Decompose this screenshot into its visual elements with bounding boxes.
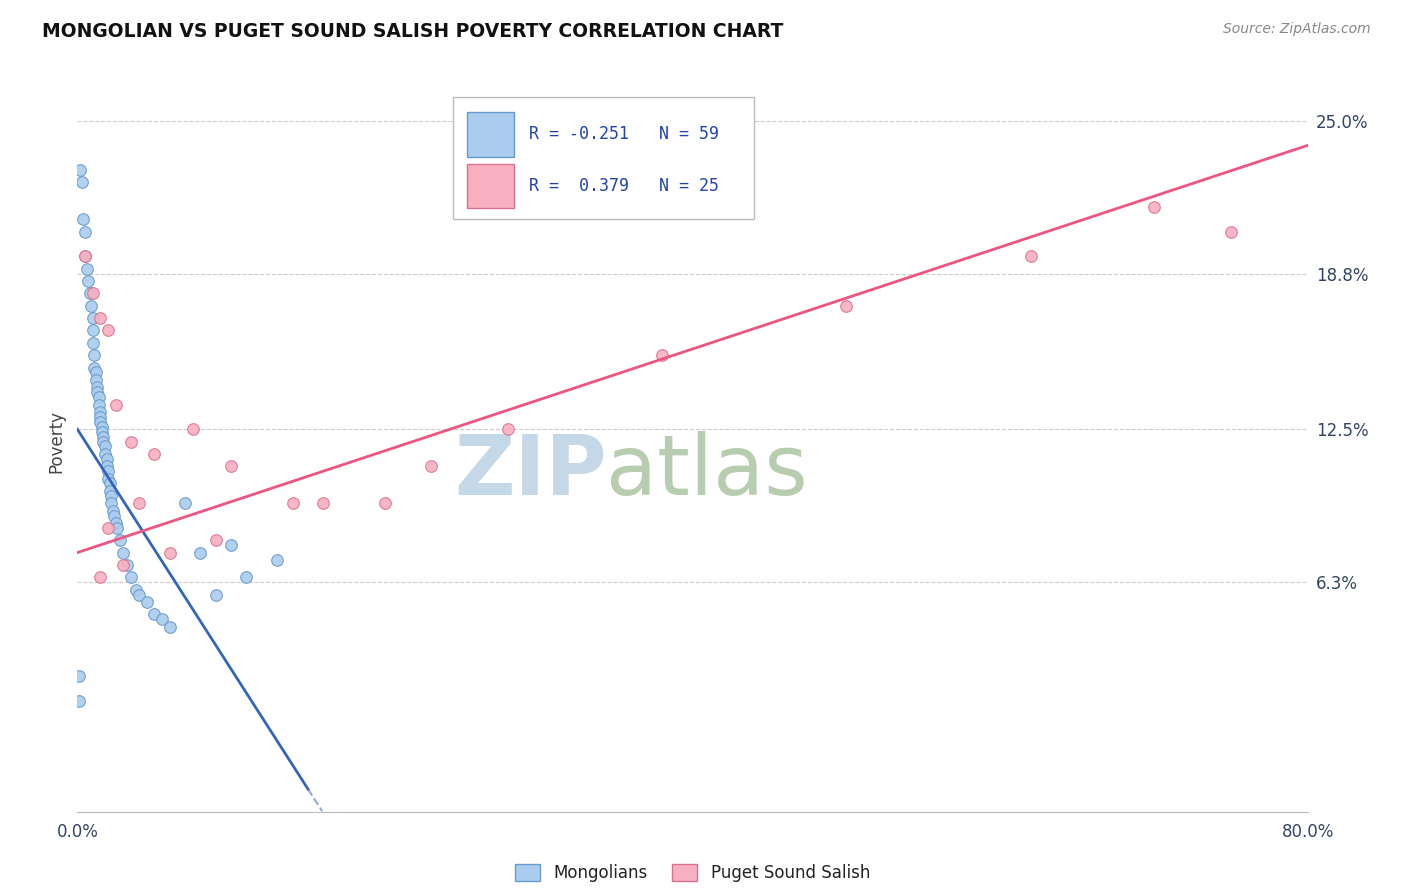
Point [219,538,242,552]
Point [82,286,104,301]
Point [73,249,96,264]
Point [89,415,111,429]
Text: R =  0.379   N = 25: R = 0.379 N = 25 [529,178,718,195]
Point [103,508,125,523]
Point [87,390,110,404]
Point [83,360,105,375]
Point [90,425,114,439]
Point [89,405,111,419]
Point [97,521,120,535]
Point [73,249,96,264]
Point [105,521,128,535]
Point [174,496,197,510]
FancyBboxPatch shape [467,112,515,156]
Point [83,348,105,362]
Point [67,694,90,708]
Point [80,299,103,313]
Point [96,459,118,474]
Point [1143,200,1166,214]
Point [235,570,257,584]
Point [89,570,111,584]
Point [181,422,204,436]
Point [84,373,107,387]
Point [120,570,142,584]
Point [120,434,142,449]
Point [69,163,91,178]
Point [97,471,120,485]
Point [77,274,100,288]
Point [84,366,107,380]
Point [89,311,111,326]
Text: ZIP: ZIP [454,431,606,512]
Point [312,496,335,510]
FancyBboxPatch shape [467,164,515,209]
Point [100,496,122,510]
Point [86,380,108,394]
Point [281,496,304,510]
Point [266,553,288,567]
Text: atlas: atlas [606,431,808,512]
Point [98,476,121,491]
Point [100,489,122,503]
Point [94,440,117,454]
Point [93,429,115,443]
Point [219,459,242,474]
Point [94,447,117,461]
Point [420,459,443,474]
Point [104,397,127,411]
Point [115,558,138,572]
Point [90,419,114,434]
Point [374,496,396,510]
Point [97,464,120,478]
Point [93,434,115,449]
Point [97,324,120,338]
Point [96,451,118,466]
FancyBboxPatch shape [453,97,754,219]
Point [128,588,150,602]
Point [150,612,173,626]
Point [87,397,110,411]
Point [104,516,127,530]
Point [159,619,181,633]
Point [112,545,135,560]
Point [72,212,94,227]
Point [73,225,96,239]
Text: R = -0.251   N = 59: R = -0.251 N = 59 [529,125,718,144]
Point [128,496,150,510]
Point [143,447,166,461]
Point [82,324,104,338]
Y-axis label: Poverty: Poverty [48,410,66,473]
Point [82,335,104,350]
Point [190,545,212,560]
Point [112,558,135,572]
Point [204,533,226,548]
Point [98,483,121,498]
Point [1019,249,1042,264]
Point [101,503,124,517]
Point [651,348,673,362]
Point [82,311,104,326]
Point [79,286,101,301]
Point [110,533,132,548]
Point [496,422,519,436]
Point [143,607,166,622]
Point [86,385,108,400]
Point [159,545,181,560]
Text: MONGOLIAN VS PUGET SOUND SALISH POVERTY CORRELATION CHART: MONGOLIAN VS PUGET SOUND SALISH POVERTY … [42,22,783,41]
Point [135,595,157,609]
Point [67,669,90,683]
Point [70,175,93,190]
Point [1219,225,1241,239]
Legend: Mongolians, Puget Sound Salish: Mongolians, Puget Sound Salish [508,857,877,888]
Point [76,261,98,276]
Point [204,588,226,602]
Point [89,409,111,424]
Text: Source: ZipAtlas.com: Source: ZipAtlas.com [1223,22,1371,37]
Point [125,582,148,597]
Point [835,299,858,313]
